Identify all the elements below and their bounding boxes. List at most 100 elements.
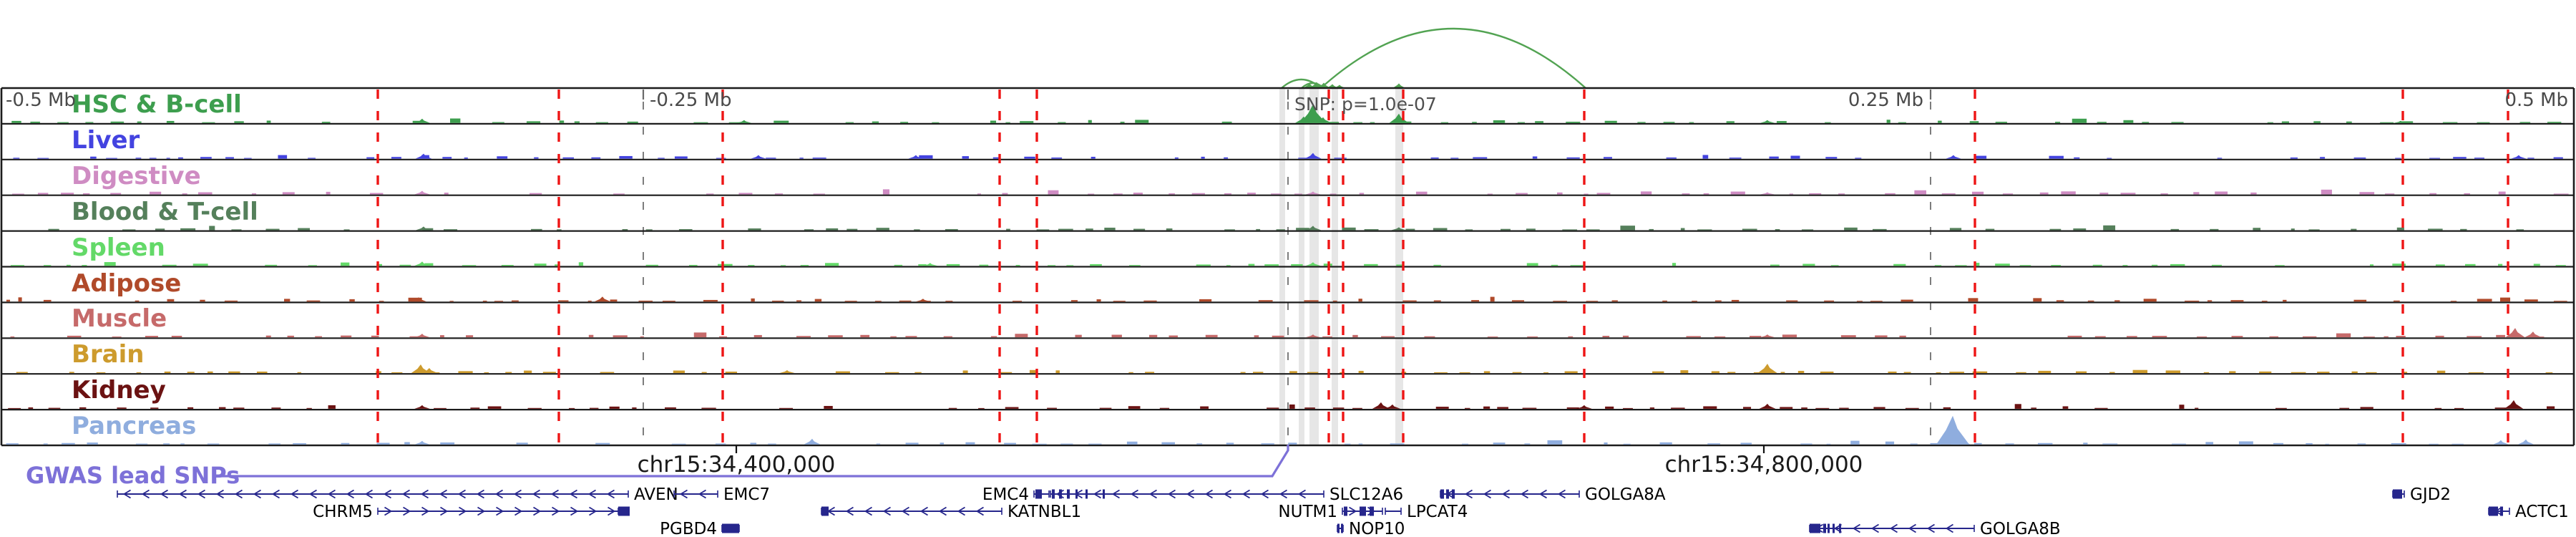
signal-track-liver: [13, 153, 2563, 159]
signal-dash: [2498, 263, 2503, 266]
signal-peak: [915, 299, 931, 302]
signal-dash: [1473, 157, 1488, 159]
signal-dash: [977, 193, 981, 195]
signal-dash: [1381, 336, 1395, 338]
signal-dash: [1464, 407, 1470, 409]
signal-dash: [715, 443, 726, 445]
signal-dash: [266, 120, 271, 123]
gene-label: ACTC1: [2515, 503, 2569, 521]
signal-peak: [2517, 439, 2534, 445]
signal-dash: [1272, 335, 1284, 338]
exon-box: [722, 523, 739, 533]
strand-arrow-icon: [1167, 489, 1176, 499]
signal-dash: [595, 122, 608, 123]
signal-dash: [885, 372, 899, 373]
signal-peak: [2492, 440, 2509, 445]
signal-peak: [1946, 155, 1961, 159]
gene-emc4: EMC4: [982, 485, 1050, 504]
signal-peak: [594, 296, 611, 302]
strand-arrow-icon: [234, 489, 243, 499]
signal-dash: [524, 370, 532, 373]
signal-dash: [1914, 190, 1926, 195]
signal-dash: [609, 406, 620, 409]
signal-dash: [440, 442, 455, 445]
signal-dash: [1201, 156, 1205, 159]
signal-dash: [1740, 442, 1752, 445]
strand-arrow-icon: [606, 489, 615, 499]
exon-box: [1341, 523, 1343, 533]
signal-dash: [1750, 336, 1762, 338]
ruler-label-0-5-mb: -0.5 Mb: [6, 90, 76, 111]
signal-dash: [2210, 228, 2219, 231]
signal-dash: [1434, 372, 1448, 373]
signal-dash: [1875, 335, 1888, 338]
signal-dash: [501, 264, 514, 266]
strand-arrow-icon: [459, 506, 467, 516]
signal-dash: [1289, 404, 1295, 409]
signal-dash: [180, 443, 185, 445]
signal-dash: [905, 442, 919, 445]
signal-dash: [412, 120, 421, 123]
gene-label: NOP10: [1349, 520, 1405, 537]
signal-dash: [1611, 300, 1618, 302]
exon-box: [1810, 523, 1820, 533]
signal-dash: [1307, 372, 1319, 373]
signal-dash: [1743, 407, 1752, 409]
gene-label: PGBD4: [660, 520, 717, 537]
signal-dash: [516, 442, 528, 445]
signal-dash: [2451, 443, 2464, 445]
signal-dash: [1058, 228, 1073, 231]
signal-dash: [443, 229, 458, 231]
signal-dash: [2429, 443, 2439, 445]
signal-peak: [908, 155, 924, 159]
signal-dash: [2320, 157, 2326, 159]
strand-arrow-icon: [420, 489, 429, 499]
signal-dash: [1258, 300, 1273, 302]
signal-dash: [287, 335, 294, 338]
signal-dash: [1271, 193, 1282, 195]
signal-dash: [1802, 263, 1815, 266]
signal-dash: [1248, 263, 1255, 266]
signal-dash: [1126, 441, 1138, 445]
signal-dash: [2033, 298, 2042, 302]
signal-dash: [574, 121, 580, 123]
strand-arrow-icon: [901, 506, 909, 516]
signal-dash: [6, 443, 19, 445]
signal-dash: [2321, 189, 2332, 195]
signal-dash: [1005, 407, 1019, 409]
signal-dash: [1430, 157, 1439, 159]
signal-dash: [2103, 225, 2116, 231]
signal-dash: [1769, 156, 1779, 159]
signal-dash: [209, 226, 215, 231]
signal-dash: [2524, 299, 2538, 302]
strand-arrow-icon: [1908, 523, 1916, 533]
signal-dash: [1415, 191, 1428, 195]
signal-dash: [1949, 228, 1962, 231]
signal-dash: [619, 155, 633, 159]
signal-dash: [8, 407, 21, 409]
signal-dash: [1199, 299, 1212, 302]
exon-box: [2500, 506, 2503, 516]
strand-arrow-icon: [569, 489, 577, 499]
signal-dash: [424, 263, 434, 266]
signal-dash: [2094, 407, 2108, 409]
strand-arrow-icon: [253, 489, 261, 499]
signal-dash: [2369, 264, 2374, 266]
signal-dash: [2122, 265, 2128, 266]
signal-dash: [992, 157, 1000, 159]
exon-box: [1452, 489, 1455, 499]
signal-peak: [1305, 334, 1321, 338]
signal-dash: [1825, 157, 1838, 159]
signal-dash: [110, 193, 122, 195]
signal-dash: [1224, 229, 1235, 231]
signal-dash: [1267, 407, 1279, 409]
signal-dash: [43, 299, 52, 302]
gene-slc12a6: SLC12A6: [1050, 485, 1403, 504]
ruler-label-0-5-mb: 0.5 Mb: [2504, 90, 2568, 111]
signal-dash: [2392, 263, 2406, 266]
signal-dash: [1459, 372, 1470, 373]
signal-dash: [979, 264, 989, 266]
signal-dash: [1433, 264, 1441, 266]
strand-arrow-icon: [957, 506, 965, 516]
signal-dash: [1048, 190, 1059, 195]
